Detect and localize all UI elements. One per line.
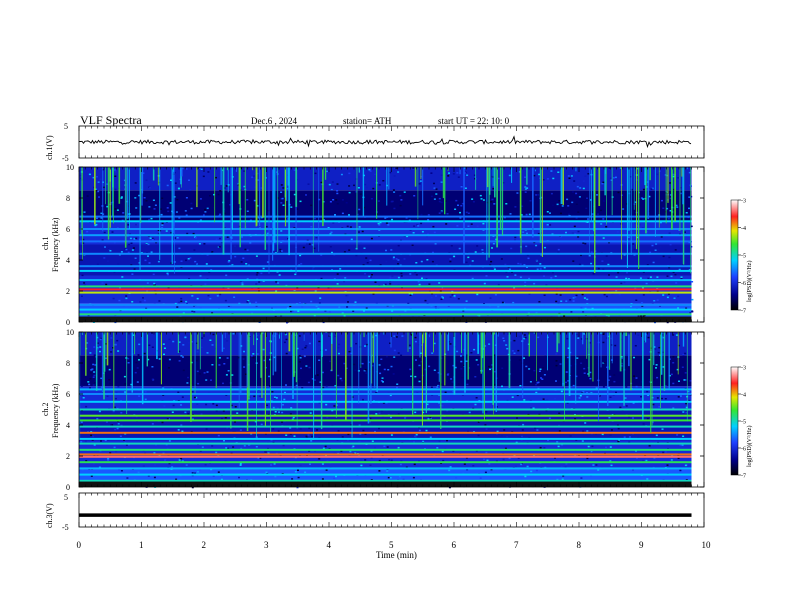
ch3-ytick-top: 5: [64, 493, 68, 502]
spectral-line: [79, 453, 692, 456]
spectral-line: [79, 308, 692, 311]
ch2-colorbar: [730, 366, 739, 476]
ch1-ytick-bottom: -5: [62, 154, 69, 163]
ch3-ytick-bottom: -5: [62, 523, 69, 532]
x-tick-label: 1: [139, 540, 144, 550]
colorbar-tick-label: -5: [741, 254, 746, 260]
spectral-line: [79, 285, 692, 288]
spectral-line: [79, 388, 692, 391]
x-tick-label: 4: [327, 540, 332, 550]
spectral-line: [79, 240, 692, 243]
x-axis-label: Time (min): [376, 550, 417, 560]
spectral-line: [79, 252, 692, 255]
spec-ytick-label: 0: [66, 318, 70, 327]
spec-ytick-label: 10: [66, 328, 74, 337]
ch1-spec-channel-label: ch.1: [41, 236, 50, 250]
ch1-ytick-top: 5: [64, 122, 68, 131]
ch1-voltage-trace: [78, 135, 692, 149]
spectral-line: [79, 303, 692, 306]
spec-ytick-label: 8: [66, 194, 70, 203]
ch1-voltage-panel: 5 -5 ch.1(V): [45, 122, 705, 163]
colorbar-tick-label: -7: [741, 309, 746, 315]
spectral-line: [79, 455, 692, 458]
colorbar-tick-label: -4: [741, 226, 746, 232]
spec-ytick-label: 6: [66, 225, 70, 234]
x-tick-label: 8: [577, 540, 582, 550]
ch1-colorbar: [730, 199, 739, 311]
spectral-line: [79, 279, 692, 282]
spectral-line: [79, 425, 692, 428]
ch2-colorbar-label: log(PSD)(V²/Hz): [746, 426, 753, 467]
x-tick-label: 10: [702, 540, 712, 550]
x-tick-label: 2: [202, 540, 207, 550]
station-label: station= ATH: [343, 116, 392, 126]
spectral-line: [79, 393, 692, 395]
spectral-line: [79, 400, 692, 403]
spectral-line: [79, 461, 692, 464]
spectral-line: [79, 448, 692, 451]
spectral-line: [79, 431, 692, 434]
spec-ytick-label: 10: [66, 163, 74, 172]
spectral-line: [79, 215, 692, 218]
colorbar-tick-label: -3: [741, 366, 746, 372]
spectral-line: [79, 408, 692, 411]
spectral-line: [79, 467, 692, 470]
colorbar-tick-label: -6: [741, 447, 746, 453]
ch1-spec-ylabel: Frequency (kHz): [51, 217, 60, 272]
ch3-voltage-frame: [78, 492, 705, 528]
spec-ytick-label: 4: [66, 421, 70, 430]
spectral-line: [79, 220, 692, 223]
ch3-voltage-panel: 5 -5 ch.3(V): [45, 492, 705, 532]
spectral-line: [79, 313, 692, 316]
ch3-voltage-ylabel: ch.3(V): [45, 503, 54, 528]
x-tick-label: 5: [389, 540, 394, 550]
spectral-line: [79, 234, 692, 237]
ch2-spec-ylabel: Frequency (kHz): [51, 383, 60, 438]
ch1-spectrogram-image: [79, 167, 694, 324]
spec-ytick-label: 4: [66, 256, 70, 265]
spec-ytick-label: 2: [66, 452, 70, 461]
ch2-spec-channel-label: ch.2: [41, 402, 50, 416]
ch1-voltage-ylabel: ch.1(V): [45, 135, 54, 160]
colorbar-tick-label: -5: [741, 420, 746, 426]
colorbar-tick-label: -3: [741, 199, 746, 205]
spectral-line: [79, 442, 692, 445]
x-tick-label: 7: [514, 540, 519, 550]
spec-ytick-label: 8: [66, 359, 70, 368]
spec-ytick-label: 0: [66, 483, 70, 492]
x-tick-label: 3: [264, 540, 269, 550]
spectral-line: [79, 437, 692, 440]
x-axis: 0 1 2 3 4 5 6 7 8 9 10: [77, 126, 712, 550]
colorbar-tick-label: -7: [741, 474, 746, 480]
spectral-line: [79, 473, 692, 476]
spectral-line: [79, 228, 692, 230]
spec-ytick-label: 6: [66, 390, 70, 399]
spectral-line: [79, 479, 692, 482]
x-tick-label: 0: [77, 540, 82, 550]
date-label: Dec.6 , 2024: [251, 116, 297, 126]
colorbar-tick-label: -4: [741, 393, 746, 399]
ch1-colorbar-label: log(PSD)(V²/Hz): [746, 261, 753, 302]
spectral-line: [79, 288, 692, 291]
spectral-line: [79, 291, 692, 294]
x-tick-label: 9: [639, 540, 644, 550]
colorbar-tick-label: -6: [741, 281, 746, 287]
spectral-line: [79, 269, 692, 272]
spectral-line: [79, 419, 692, 422]
x-tick-label: 6: [452, 540, 457, 550]
figure-title: VLF Spectra: [80, 113, 142, 127]
ch2-spectrogram-image: [79, 332, 692, 489]
spectral-line: [79, 265, 692, 268]
spectral-line: [79, 414, 692, 417]
start-time-label: start UT = 22: 10: 0: [438, 116, 510, 126]
spec-ytick-label: 2: [66, 287, 70, 296]
